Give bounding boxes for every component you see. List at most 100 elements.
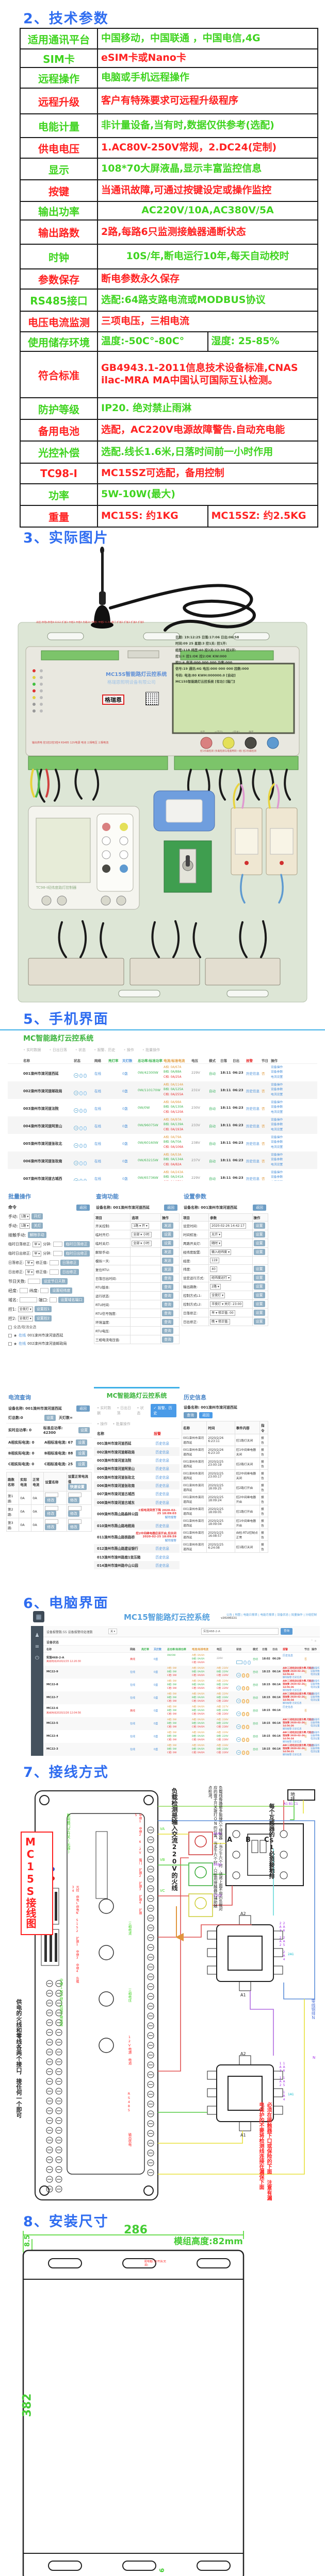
inp[interactable] <box>45 1493 59 1497</box>
clear-alarm-link[interactable]: 解除报警 <box>283 1702 293 1705</box>
option-select[interactable]: 输入经纬度 ▾ <box>210 1249 232 1255</box>
back-button[interactable]: 返回 <box>164 1205 177 1211</box>
op-link[interactable]: 电流设置 <box>271 1093 283 1096</box>
mobile-nav-item[interactable]: • 日出日落 <box>49 1048 67 1052</box>
option-select[interactable]: 2路 ▾ <box>210 1283 221 1290</box>
action-button[interactable]: 查询 <box>161 1293 173 1299</box>
op-link[interactable]: 设备操作 <box>311 1732 320 1734</box>
action-button[interactable]: 查询 <box>161 1310 173 1316</box>
clear-alarm-link[interactable]: 解除报警 <box>283 1689 293 1692</box>
checkbox[interactable] <box>8 1342 12 1346</box>
action-button[interactable]: 设置 <box>253 1310 265 1316</box>
net-status[interactable]: 在线 <box>94 1072 101 1076</box>
op-link[interactable]: 设备操作 <box>271 1066 283 1069</box>
back-button[interactable]: 返回 <box>253 1205 266 1211</box>
alarm-link[interactable]: 历史信息 <box>246 1142 259 1146</box>
inp[interactable] <box>68 1519 82 1524</box>
op-link[interactable]: 设备操作 <box>311 1744 320 1747</box>
op-link[interactable]: 电流设置 <box>271 1145 283 1149</box>
menu-item[interactable]: • 状态 <box>137 1406 144 1415</box>
history-link[interactable]: 历史信息 <box>155 1484 169 1488</box>
checkbox[interactable] <box>8 1325 12 1329</box>
mobile-nav-item[interactable]: • 操作 <box>123 1048 134 1052</box>
action-button[interactable]: 设置 <box>253 1275 265 1281</box>
history-link[interactable]: 历史信息 <box>292 1728 302 1731</box>
history-link[interactable]: 历史信息 <box>155 1467 169 1471</box>
sel[interactable]: 全夜灯 ▾ <box>18 1306 33 1312</box>
search-input[interactable]: 实验468-2-A <box>201 1628 279 1635</box>
history-link[interactable]: 历史信息 <box>155 1475 169 1480</box>
op-link[interactable]: 设备参数 <box>311 1683 320 1686</box>
alarm-link[interactable]: 历史信息 <box>246 1089 259 1093</box>
clear-alarm-link[interactable]: 解除报警 <box>165 1539 176 1543</box>
mobile-nav-item[interactable]: • 实时数据 <box>23 1048 41 1052</box>
dashboard-links[interactable]: 公告 | 地图 | 电能日报表 | 电能月报表 | 设备状态 | 批量操作 | … <box>226 1614 317 1617</box>
op-link[interactable]: 设备操作 <box>311 1693 320 1696</box>
quick-set-button[interactable]: 快速设置 <box>68 1484 87 1490</box>
net-status[interactable]: 在线 <box>130 1697 136 1700</box>
history-link[interactable]: 历史信息 <box>292 1702 302 1705</box>
mobile-nav-item[interactable]: • 批量操作 <box>142 1048 160 1052</box>
release-button[interactable]: 解除手动 <box>27 1232 46 1238</box>
net-status[interactable]: 在线 <box>130 1684 136 1687</box>
history-link[interactable]: 历史信息 <box>155 1555 169 1560</box>
op-link[interactable]: 设备参数 <box>271 1158 283 1162</box>
inp[interactable] <box>45 1519 59 1524</box>
action-button[interactable]: 设置 <box>253 1292 265 1298</box>
back-button[interactable]: 返回 <box>76 1405 90 1412</box>
action-button[interactable]: 发送 <box>161 1223 173 1229</box>
apply-button[interactable]: 设置经纬度 <box>50 1287 73 1294</box>
history-link[interactable]: 历史信息 <box>155 1547 169 1551</box>
op-link[interactable]: 设备参数 <box>311 1748 320 1751</box>
history-link[interactable]: 历史信息 <box>155 1500 169 1505</box>
alarm-link[interactable]: 历史信息 <box>246 1107 259 1111</box>
action-button[interactable]: 设置 <box>253 1249 265 1255</box>
action-button[interactable]: 查询 <box>161 1336 173 1343</box>
inp[interactable] <box>19 1297 37 1302</box>
back-button[interactable]: 返回 <box>76 1205 90 1211</box>
net-status[interactable]: 在线 <box>130 1722 136 1725</box>
set-button[interactable]: 设置 <box>76 1450 88 1456</box>
inp[interactable] <box>19 1288 28 1293</box>
op-link[interactable]: 设备参数 <box>271 1176 283 1179</box>
clear-alarm-link[interactable]: 解除报警 <box>165 1516 176 1520</box>
option-select[interactable]: 全夜灯 ▾ <box>210 1292 225 1298</box>
op-link[interactable]: 设备操作 <box>271 1083 283 1087</box>
action-button[interactable]: 开灯 <box>31 1213 43 1219</box>
inp[interactable] <box>68 1493 82 1497</box>
history-link[interactable]: 历史信息 <box>283 1654 294 1657</box>
clear-alarm-link[interactable]: 解除报警 <box>283 1754 293 1756</box>
op-link[interactable]: 设备参数 <box>271 1141 283 1144</box>
mobile-nav-item[interactable]: • 报警、历史 <box>94 1048 116 1052</box>
net-status[interactable]: 离线 <box>130 1658 136 1661</box>
history-link[interactable]: 历史信息 <box>155 1442 169 1446</box>
net-status[interactable]: 在线 <box>94 1107 101 1111</box>
option-select[interactable]: 允许 ▾ <box>210 1231 222 1238</box>
option-select[interactable]: 全部 ▾ 小时: <box>132 1231 152 1238</box>
net-status[interactable]: 在线 <box>94 1142 101 1146</box>
net-status[interactable]: 在线 <box>130 1735 136 1738</box>
sidebar-icons[interactable]: ♟ ≡ ⏻ <box>35 1633 40 1661</box>
filter-select[interactable]: 关 ▾ <box>108 1629 118 1634</box>
action-button[interactable]: 设置 <box>253 1223 265 1229</box>
action-button[interactable]: 查询 <box>161 1319 173 1325</box>
back-button[interactable]: 返回 <box>199 1412 213 1418</box>
history-link[interactable]: 历史信息 <box>155 1564 169 1568</box>
op-link[interactable]: 设备参数 <box>311 1696 320 1699</box>
op-link[interactable]: 电流设置 <box>271 1163 283 1166</box>
action-button[interactable]: 设置 <box>161 1240 173 1246</box>
sel[interactable]: 全夜灯 ▾ <box>18 1315 33 1321</box>
app-logo-icon[interactable]: ▦ <box>33 1611 44 1622</box>
sel[interactable]: 早 ▾ <box>25 1260 35 1266</box>
net-status[interactable]: 在线 <box>94 1177 101 1181</box>
inp[interactable] <box>45 1506 59 1511</box>
modify-button[interactable]: 修改 <box>45 1511 57 1517</box>
route-select[interactable]: 1路 ▾ <box>19 1213 30 1219</box>
op-link[interactable]: 电流设置 <box>271 1075 283 1079</box>
menu-item[interactable]: • 批量操作 <box>112 1422 131 1426</box>
op-link[interactable]: 设备操作 <box>311 1680 320 1683</box>
history-link[interactable]: 历史信息 <box>283 1706 294 1709</box>
net-status[interactable]: 在线 <box>94 1159 101 1163</box>
history-link[interactable]: 历史信息 <box>155 1492 169 1497</box>
apply-button[interactable]: 设置控2 <box>34 1315 52 1321</box>
